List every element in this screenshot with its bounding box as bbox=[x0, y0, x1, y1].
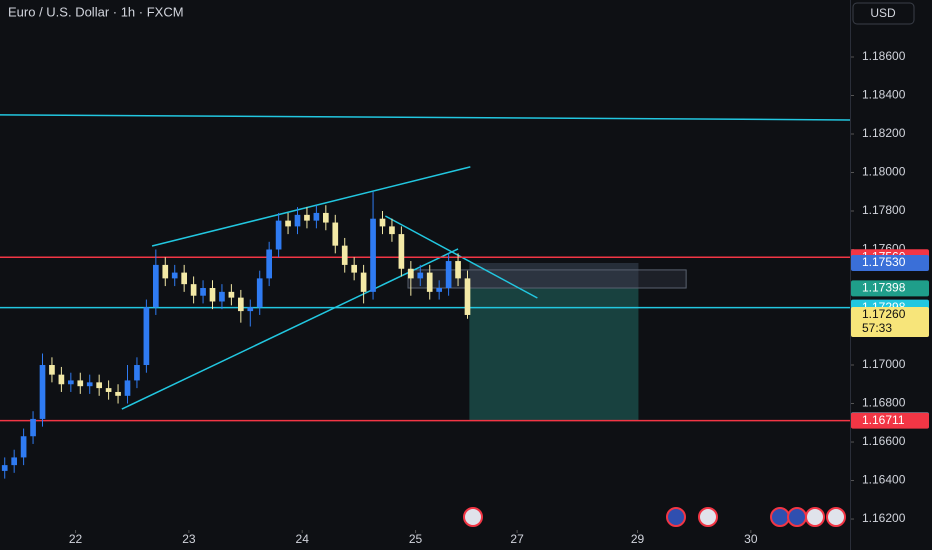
y-tick-label: 1.18000 bbox=[862, 165, 906, 179]
position-box bbox=[469, 262, 639, 289]
candle-body bbox=[49, 365, 55, 375]
candle-body bbox=[124, 380, 131, 396]
chart-title: Euro / U.S. Dollar · 1h · FXCM bbox=[8, 4, 184, 19]
y-tick-label: 1.16400 bbox=[862, 473, 906, 487]
x-tick-label: 25 bbox=[409, 532, 423, 546]
candle-body bbox=[332, 222, 339, 246]
position-box bbox=[469, 288, 639, 421]
price-label-box bbox=[851, 412, 929, 429]
candle-body bbox=[96, 382, 102, 389]
candle-body bbox=[134, 365, 140, 381]
candle-body bbox=[256, 278, 263, 308]
event-icons bbox=[463, 507, 846, 527]
candle-body bbox=[30, 418, 36, 437]
price-label: 1.17530 bbox=[862, 255, 906, 269]
price-label: 1.16711 bbox=[862, 413, 905, 427]
y-tick-label: 1.16600 bbox=[862, 434, 906, 448]
candle-body bbox=[398, 234, 405, 269]
candle-body bbox=[266, 249, 272, 279]
candle-body bbox=[20, 436, 27, 458]
candle-body bbox=[58, 374, 65, 385]
candle-body bbox=[153, 264, 159, 308]
price-label-box bbox=[851, 306, 929, 337]
candle-body bbox=[294, 214, 301, 227]
y-tick-label: 1.18600 bbox=[862, 49, 906, 63]
y-tick-label: 1.16200 bbox=[862, 511, 906, 525]
candle-body bbox=[105, 388, 112, 392]
candle-body bbox=[445, 261, 452, 289]
price-label-box bbox=[851, 280, 929, 297]
x-tick-label: 22 bbox=[69, 532, 83, 546]
candle-body bbox=[1, 465, 8, 471]
candle-body bbox=[341, 245, 348, 265]
y-tick-label: 1.17800 bbox=[862, 203, 906, 217]
candle-body bbox=[436, 288, 442, 292]
candle-body bbox=[275, 220, 282, 250]
currency-label: USD bbox=[870, 6, 896, 20]
price-label-box bbox=[851, 254, 929, 271]
candle-body bbox=[323, 212, 329, 223]
y-tick-label: 1.17000 bbox=[862, 357, 906, 371]
candle-body bbox=[464, 278, 471, 315]
position-box bbox=[407, 269, 687, 289]
candle-body bbox=[417, 272, 424, 279]
candle-body bbox=[181, 272, 187, 285]
candle-body bbox=[247, 307, 254, 312]
candle-body bbox=[351, 264, 357, 273]
candle-body bbox=[313, 212, 320, 221]
currency-button[interactable] bbox=[852, 2, 915, 25]
x-tick-label: 27 bbox=[510, 532, 524, 546]
candle-body bbox=[408, 268, 414, 279]
candle-body bbox=[370, 218, 376, 292]
drawing-line bbox=[0, 114, 851, 121]
candle-body bbox=[455, 261, 461, 279]
candle-body bbox=[190, 284, 197, 296]
candle-body bbox=[11, 457, 17, 466]
candle-body bbox=[115, 391, 121, 396]
candle-body bbox=[39, 365, 46, 419]
candle-body bbox=[200, 288, 206, 296]
x-tick-label: 30 bbox=[744, 532, 758, 546]
y-tick-label: 1.16800 bbox=[862, 396, 906, 410]
x-tick-label: 29 bbox=[631, 532, 645, 546]
drawing-line bbox=[121, 248, 459, 410]
candle-body bbox=[219, 291, 225, 302]
candle-body bbox=[238, 297, 244, 312]
candle-body bbox=[379, 218, 386, 227]
candle-body bbox=[68, 380, 74, 385]
price-label: 1.17260 bbox=[862, 307, 906, 321]
y-tick-label: 1.18400 bbox=[862, 88, 906, 102]
candle-body bbox=[171, 272, 178, 279]
candle-body bbox=[86, 382, 93, 387]
countdown: 57:33 bbox=[862, 321, 892, 335]
candle-body bbox=[228, 291, 235, 298]
drawing-line bbox=[151, 166, 471, 247]
y-tick-label: 1.18200 bbox=[862, 126, 906, 140]
candle-body bbox=[304, 214, 310, 221]
candle-body bbox=[360, 272, 367, 292]
candle-body bbox=[77, 380, 84, 387]
x-tick-label: 24 bbox=[296, 532, 310, 546]
price-label: 1.17398 bbox=[862, 281, 906, 295]
candle-body bbox=[209, 288, 216, 302]
candle-body bbox=[143, 307, 150, 366]
candle-body bbox=[389, 226, 395, 235]
x-tick-label: 23 bbox=[182, 532, 196, 546]
candle-body bbox=[162, 264, 169, 279]
candle-body bbox=[426, 272, 433, 292]
candle-body bbox=[285, 220, 291, 227]
